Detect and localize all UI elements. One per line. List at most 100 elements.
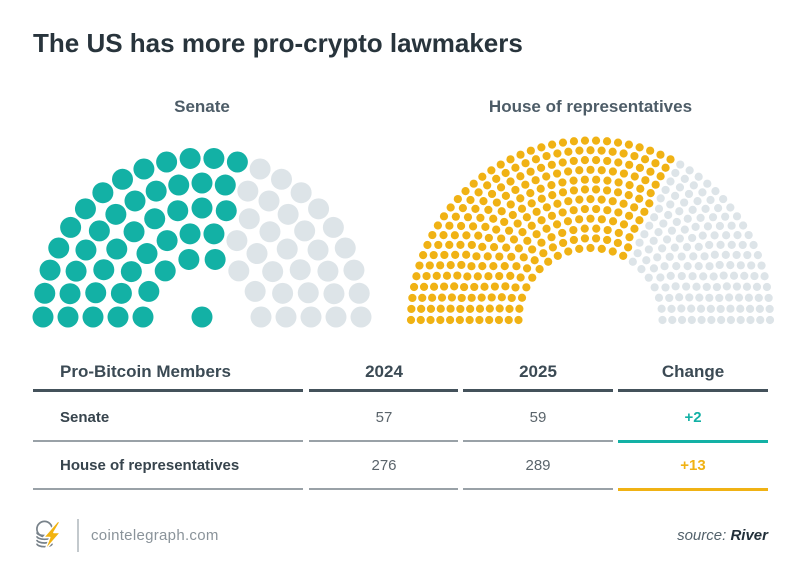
- seat-dot: [726, 315, 736, 325]
- seat-dot: [226, 151, 248, 173]
- seat-dot: [558, 138, 568, 147]
- source-name: River: [730, 527, 768, 544]
- seat-dot: [591, 156, 601, 165]
- seat-dot: [516, 172, 525, 181]
- seat-dot: [463, 272, 472, 281]
- seat-dot: [640, 207, 649, 216]
- seat-dot: [120, 261, 142, 283]
- seat-dot: [132, 306, 154, 328]
- seat-dot: [729, 271, 739, 280]
- seat-dot: [527, 221, 536, 230]
- seat-dot: [415, 261, 424, 270]
- seat-dot: [564, 247, 573, 256]
- seat-dot: [706, 195, 715, 205]
- seat-dot: [597, 166, 606, 175]
- seat-dot: [418, 293, 427, 302]
- seat-dot: [603, 225, 612, 235]
- seat-dot: [746, 315, 755, 325]
- seat-dot: [88, 220, 110, 242]
- seat-dot: [238, 208, 260, 230]
- table-rule-segment: [309, 488, 458, 490]
- seat-dot: [732, 212, 742, 221]
- seat-dot: [450, 282, 459, 291]
- seat-dot: [682, 282, 691, 291]
- seat-dot: [745, 304, 755, 313]
- seat-dot: [619, 169, 629, 178]
- seat-dot: [635, 163, 645, 172]
- seat-dot: [665, 252, 674, 261]
- seat-dot: [710, 250, 719, 259]
- seat-dot: [651, 180, 660, 189]
- seat-dot: [479, 197, 488, 206]
- seat-dot: [467, 293, 476, 302]
- senate-2024-value: 57: [375, 409, 393, 426]
- seat-dot: [179, 223, 201, 245]
- seat-dot: [597, 195, 606, 204]
- seat-dot: [48, 237, 70, 259]
- seat-dot: [715, 260, 724, 270]
- seat-dot: [478, 172, 487, 181]
- house-parliament-chart: [406, 136, 775, 325]
- seat-dot: [548, 190, 557, 200]
- seat-dot: [732, 250, 741, 260]
- seat-dot: [487, 166, 496, 175]
- seat-dot: [569, 137, 579, 146]
- seat-dot: [60, 216, 82, 238]
- seat-dot: [462, 231, 471, 240]
- seat-dot: [603, 156, 612, 166]
- seat-dot: [677, 315, 687, 325]
- seat-dot: [74, 198, 96, 220]
- seat-dot: [747, 261, 756, 270]
- seat-dot: [666, 177, 675, 186]
- seat-dot: [580, 136, 590, 145]
- seat-dot: [500, 217, 509, 227]
- seat-dot: [553, 251, 562, 260]
- seat-dot: [445, 315, 455, 325]
- seat-dot: [736, 261, 745, 270]
- seat-dot: [635, 216, 644, 225]
- seat-dot: [656, 172, 665, 181]
- seat-dot: [428, 293, 437, 302]
- seat-dot: [602, 137, 612, 146]
- seat-dot: [675, 207, 684, 216]
- seat-dot: [682, 243, 692, 252]
- seat-dot: [564, 197, 573, 206]
- table-rule-segment-teal: [618, 440, 768, 443]
- seat-dot: [428, 230, 437, 240]
- seat-dot: [537, 216, 546, 225]
- seat-dot: [558, 228, 567, 238]
- brand-url: cointelegraph.com: [91, 527, 219, 544]
- seat-dot: [434, 240, 443, 250]
- seat-dot: [650, 213, 659, 222]
- seat-dot: [548, 243, 557, 252]
- seat-dot: [495, 252, 504, 261]
- seat-dot: [580, 234, 590, 243]
- seat-dot: [59, 283, 81, 305]
- seat-dot: [676, 160, 685, 169]
- seat-dot: [508, 210, 517, 220]
- seat-dot: [624, 211, 634, 220]
- seat-dot: [93, 259, 115, 281]
- seat-dot: [719, 271, 728, 280]
- seat-dot: [472, 252, 481, 261]
- seat-dot: [569, 176, 578, 185]
- seat-dot: [646, 146, 655, 155]
- seat-dot: [734, 293, 744, 302]
- lightning-bolt-icon: [42, 520, 62, 552]
- seat-dot: [619, 199, 628, 208]
- seat-dot: [492, 198, 501, 207]
- seat-dot: [580, 175, 589, 184]
- seat-dot: [168, 174, 190, 196]
- seat-dot: [433, 221, 442, 230]
- seat-dot: [762, 282, 772, 292]
- seat-dot: [489, 243, 499, 252]
- seat-dot: [705, 240, 714, 250]
- seat-dot: [684, 189, 694, 199]
- seat-dot: [694, 262, 703, 271]
- house-change-value: +13: [680, 457, 706, 474]
- seat-dot: [558, 188, 568, 197]
- seat-dot: [509, 235, 519, 244]
- house-2025-value: 289: [525, 457, 551, 474]
- seat-dot: [733, 231, 742, 240]
- seat-dot: [226, 230, 248, 252]
